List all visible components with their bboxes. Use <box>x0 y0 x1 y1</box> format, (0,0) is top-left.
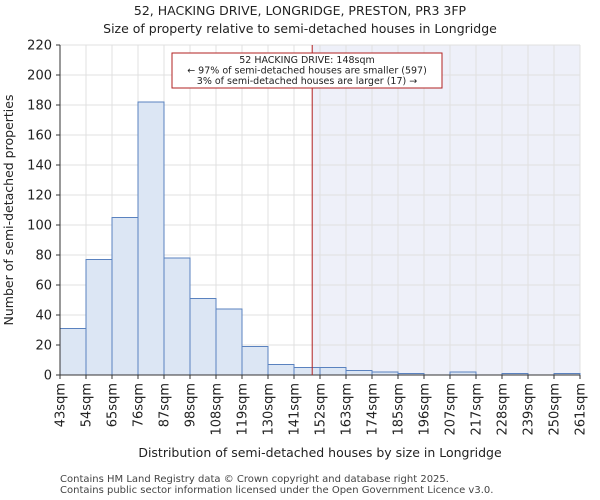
bar <box>215 308 243 376</box>
bar <box>85 259 113 376</box>
x-tick-label: 207sqm <box>444 383 459 436</box>
larger-region-shade <box>312 45 580 375</box>
bar <box>137 101 165 376</box>
x-tick-label: 163sqm <box>340 383 355 436</box>
x-tick-label: 141sqm <box>288 383 303 436</box>
y-tick-label: 60 <box>35 279 52 294</box>
x-axis-label: Distribution of semi-detached houses by … <box>138 445 502 460</box>
x-tick-label: 43sqm <box>54 383 69 427</box>
y-tick-label: 0 <box>44 369 52 384</box>
x-tick-label: 65sqm <box>106 383 121 427</box>
bar <box>345 370 373 376</box>
y-tick-label: 40 <box>35 309 52 324</box>
bar <box>189 298 217 376</box>
bar <box>319 367 347 376</box>
bar <box>163 257 191 376</box>
footer-licence: Contains public sector information licen… <box>60 485 494 496</box>
x-tick-label: 217sqm <box>470 383 485 436</box>
y-tick-label: 120 <box>27 189 52 204</box>
x-tick-label: 152sqm <box>314 383 329 436</box>
x-tick-label: 98sqm <box>184 383 199 427</box>
x-tick-label: 76sqm <box>132 383 147 427</box>
x-tick-label: 108sqm <box>210 383 225 436</box>
x-tick-label: 54sqm <box>80 383 95 427</box>
bar <box>59 328 87 376</box>
bar <box>111 217 139 376</box>
y-tick-label: 180 <box>27 99 52 114</box>
x-tick-label: 239sqm <box>522 383 537 436</box>
y-tick-label: 200 <box>27 69 52 84</box>
y-tick-label: 220 <box>27 39 52 54</box>
x-tick-label: 185sqm <box>392 383 407 436</box>
annotation-line: 3% of semi-detached houses are larger (1… <box>197 76 417 87</box>
chart-title: 52, HACKING DRIVE, LONGRIDGE, PRESTON, P… <box>133 3 467 18</box>
chart-subtitle: Size of property relative to semi-detach… <box>103 21 497 36</box>
x-tick-label: 250sqm <box>548 383 563 436</box>
y-tick-label: 100 <box>27 219 52 234</box>
y-axis-label: Number of semi-detached properties <box>1 95 16 326</box>
footer-copyright: Contains HM Land Registry data © Crown c… <box>60 474 449 485</box>
y-tick-label: 20 <box>35 339 52 354</box>
x-tick-label: 196sqm <box>418 383 433 436</box>
annotation-line: 52 HACKING DRIVE: 148sqm <box>239 55 375 66</box>
y-tick-label: 80 <box>35 249 52 264</box>
bar <box>267 364 295 376</box>
bar <box>241 346 269 376</box>
x-tick-label: 87sqm <box>158 383 173 427</box>
x-tick-label: 261sqm <box>574 383 589 436</box>
y-tick-label: 160 <box>27 129 52 144</box>
annotation-box <box>171 52 443 89</box>
annotation-line: ← 97% of semi-detached houses are smalle… <box>187 66 427 77</box>
bar <box>293 367 321 376</box>
x-tick-label: 228sqm <box>496 383 511 436</box>
x-tick-label: 130sqm <box>262 383 277 436</box>
y-tick-label: 140 <box>27 159 52 174</box>
x-tick-label: 119sqm <box>236 383 251 436</box>
x-tick-label: 174sqm <box>366 383 381 436</box>
